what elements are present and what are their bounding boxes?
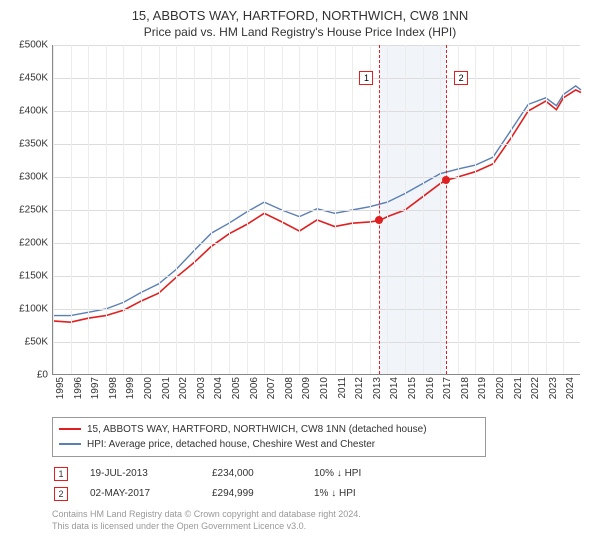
x-tick-label: 2001 xyxy=(161,377,172,399)
y-axis-labels: £0£50K£100K£150K£200K£250K£300K£350K£400… xyxy=(10,45,50,375)
sale-marker-line xyxy=(379,45,380,374)
legend-item: 15, ABBOTS WAY, HARTFORD, NORTHWICH, CW8… xyxy=(59,422,479,437)
x-tick-label: 2010 xyxy=(319,377,330,399)
chart-plot-area: 12 xyxy=(52,45,580,375)
sale-marker-line xyxy=(446,45,447,374)
sale-marker-dot xyxy=(442,176,450,184)
x-tick-label: 2017 xyxy=(442,377,453,399)
x-tick-label: 2006 xyxy=(249,377,260,399)
x-tick-label: 2012 xyxy=(354,377,365,399)
sale-price: £234,000 xyxy=(212,465,312,483)
x-tick-label: 1996 xyxy=(73,377,84,399)
y-tick-label: £450K xyxy=(19,72,48,83)
legend-swatch xyxy=(59,443,81,445)
x-tick-label: 2021 xyxy=(513,377,524,399)
x-tick-label: 2003 xyxy=(196,377,207,399)
y-tick-label: £200K xyxy=(19,237,48,248)
x-tick-label: 2000 xyxy=(143,377,154,399)
x-tick-label: 2008 xyxy=(284,377,295,399)
sale-marker-badge: 2 xyxy=(54,487,68,501)
x-tick-label: 2023 xyxy=(548,377,559,399)
chart-legend: 15, ABBOTS WAY, HARTFORD, NORTHWICH, CW8… xyxy=(52,417,486,457)
sales-table: 1 19-JUL-2013£234,00010% ↓ HPI 2 02-MAY-201… xyxy=(52,463,373,505)
y-tick-label: £250K xyxy=(19,204,48,215)
sale-marker-badge: 1 xyxy=(54,467,68,481)
y-tick-label: £0 xyxy=(37,369,48,380)
page-title: 15, ABBOTS WAY, HARTFORD, NORTHWICH, CW8… xyxy=(10,8,590,25)
x-tick-label: 2015 xyxy=(407,377,418,399)
sale-hpi-diff: 1% ↓ HPI xyxy=(314,485,371,503)
x-tick-label: 1997 xyxy=(90,377,101,399)
credit-line: Contains HM Land Registry data © Crown c… xyxy=(52,509,590,521)
x-tick-label: 2016 xyxy=(425,377,436,399)
table-row: 2 02-MAY-2017£294,9991% ↓ HPI xyxy=(54,485,371,503)
chart: £0£50K£100K£150K£200K£250K£300K£350K£400… xyxy=(52,45,580,413)
x-tick-label: 2007 xyxy=(266,377,277,399)
x-tick-label: 2009 xyxy=(301,377,312,399)
x-tick-label: 2004 xyxy=(213,377,224,399)
x-axis-labels: 1995 1996 1997 1998 1999 2000 2001 2002 2003 2004… xyxy=(52,375,580,413)
sale-date: 19-JUL-2013 xyxy=(90,465,210,483)
credit-line: This data is licensed under the Open Gov… xyxy=(52,521,590,533)
x-tick-label: 1999 xyxy=(125,377,136,399)
y-tick-label: £350K xyxy=(19,138,48,149)
x-tick-label: 1995 xyxy=(55,377,66,399)
sale-date: 02-MAY-2017 xyxy=(90,485,210,503)
sale-price: £294,999 xyxy=(212,485,312,503)
x-tick-label: 2019 xyxy=(477,377,488,399)
credit-text: Contains HM Land Registry data © Crown c… xyxy=(52,509,590,532)
sale-marker-badge: 2 xyxy=(454,71,468,85)
table-row: 1 19-JUL-2013£234,00010% ↓ HPI xyxy=(54,465,371,483)
legend-item: HPI: Average price, detached house, Ches… xyxy=(59,437,479,452)
x-tick-label: 2011 xyxy=(337,377,348,399)
y-tick-label: £500K xyxy=(19,39,48,50)
sale-marker-dot xyxy=(375,216,383,224)
y-tick-label: £100K xyxy=(19,303,48,314)
x-tick-label: 2014 xyxy=(389,377,400,399)
x-tick-label: 2024 xyxy=(565,377,576,399)
page-subtitle: Price paid vs. HM Land Registry's House … xyxy=(10,25,590,39)
y-tick-label: £50K xyxy=(25,336,48,347)
x-tick-label: 2013 xyxy=(372,377,383,399)
sale-marker-badge: 1 xyxy=(359,71,373,85)
legend-label: 15, ABBOTS WAY, HARTFORD, NORTHWICH, CW8… xyxy=(87,422,427,437)
x-tick-label: 2020 xyxy=(495,377,506,399)
y-tick-label: £150K xyxy=(19,270,48,281)
legend-label: HPI: Average price, detached house, Ches… xyxy=(87,437,375,452)
x-tick-label: 2005 xyxy=(231,377,242,399)
legend-swatch xyxy=(59,428,81,430)
y-tick-label: £400K xyxy=(19,105,48,116)
x-tick-label: 2018 xyxy=(460,377,471,399)
sale-hpi-diff: 10% ↓ HPI xyxy=(314,465,371,483)
x-tick-label: 1998 xyxy=(108,377,119,399)
y-tick-label: £300K xyxy=(19,171,48,182)
x-tick-label: 2022 xyxy=(530,377,541,399)
x-tick-label: 2002 xyxy=(178,377,189,399)
